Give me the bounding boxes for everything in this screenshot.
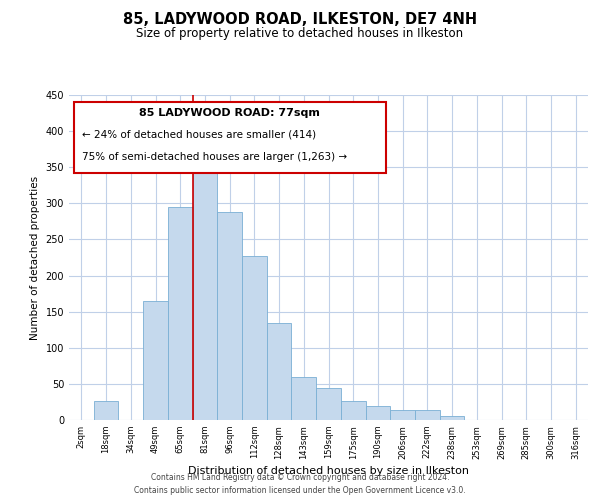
Bar (292, 376, 316, 420)
Bar (365, 406, 390, 420)
Bar (390, 410, 415, 420)
Bar (168, 207, 193, 420)
Text: ← 24% of detached houses are smaller (414): ← 24% of detached houses are smaller (41… (82, 129, 316, 139)
Bar (341, 400, 365, 420)
Bar (193, 153, 217, 420)
X-axis label: Distribution of detached houses by size in Ilkeston: Distribution of detached houses by size … (188, 466, 469, 475)
FancyBboxPatch shape (74, 102, 386, 173)
Text: Contains HM Land Registry data © Crown copyright and database right 2024.: Contains HM Land Registry data © Crown c… (151, 474, 449, 482)
Bar (242, 256, 267, 420)
Bar (316, 388, 341, 420)
Bar (267, 322, 292, 420)
Bar (217, 212, 242, 420)
Text: Contains public sector information licensed under the Open Government Licence v3: Contains public sector information licen… (134, 486, 466, 495)
Text: 75% of semi-detached houses are larger (1,263) →: 75% of semi-detached houses are larger (… (82, 152, 347, 162)
Bar (143, 301, 168, 420)
Text: 85 LADYWOOD ROAD: 77sqm: 85 LADYWOOD ROAD: 77sqm (139, 108, 320, 118)
Bar (440, 416, 464, 420)
Text: 85, LADYWOOD ROAD, ILKESTON, DE7 4NH: 85, LADYWOOD ROAD, ILKESTON, DE7 4NH (123, 12, 477, 28)
Text: Size of property relative to detached houses in Ilkeston: Size of property relative to detached ho… (136, 28, 464, 40)
Y-axis label: Number of detached properties: Number of detached properties (30, 176, 40, 340)
Bar (94, 400, 118, 420)
Bar (415, 410, 440, 420)
